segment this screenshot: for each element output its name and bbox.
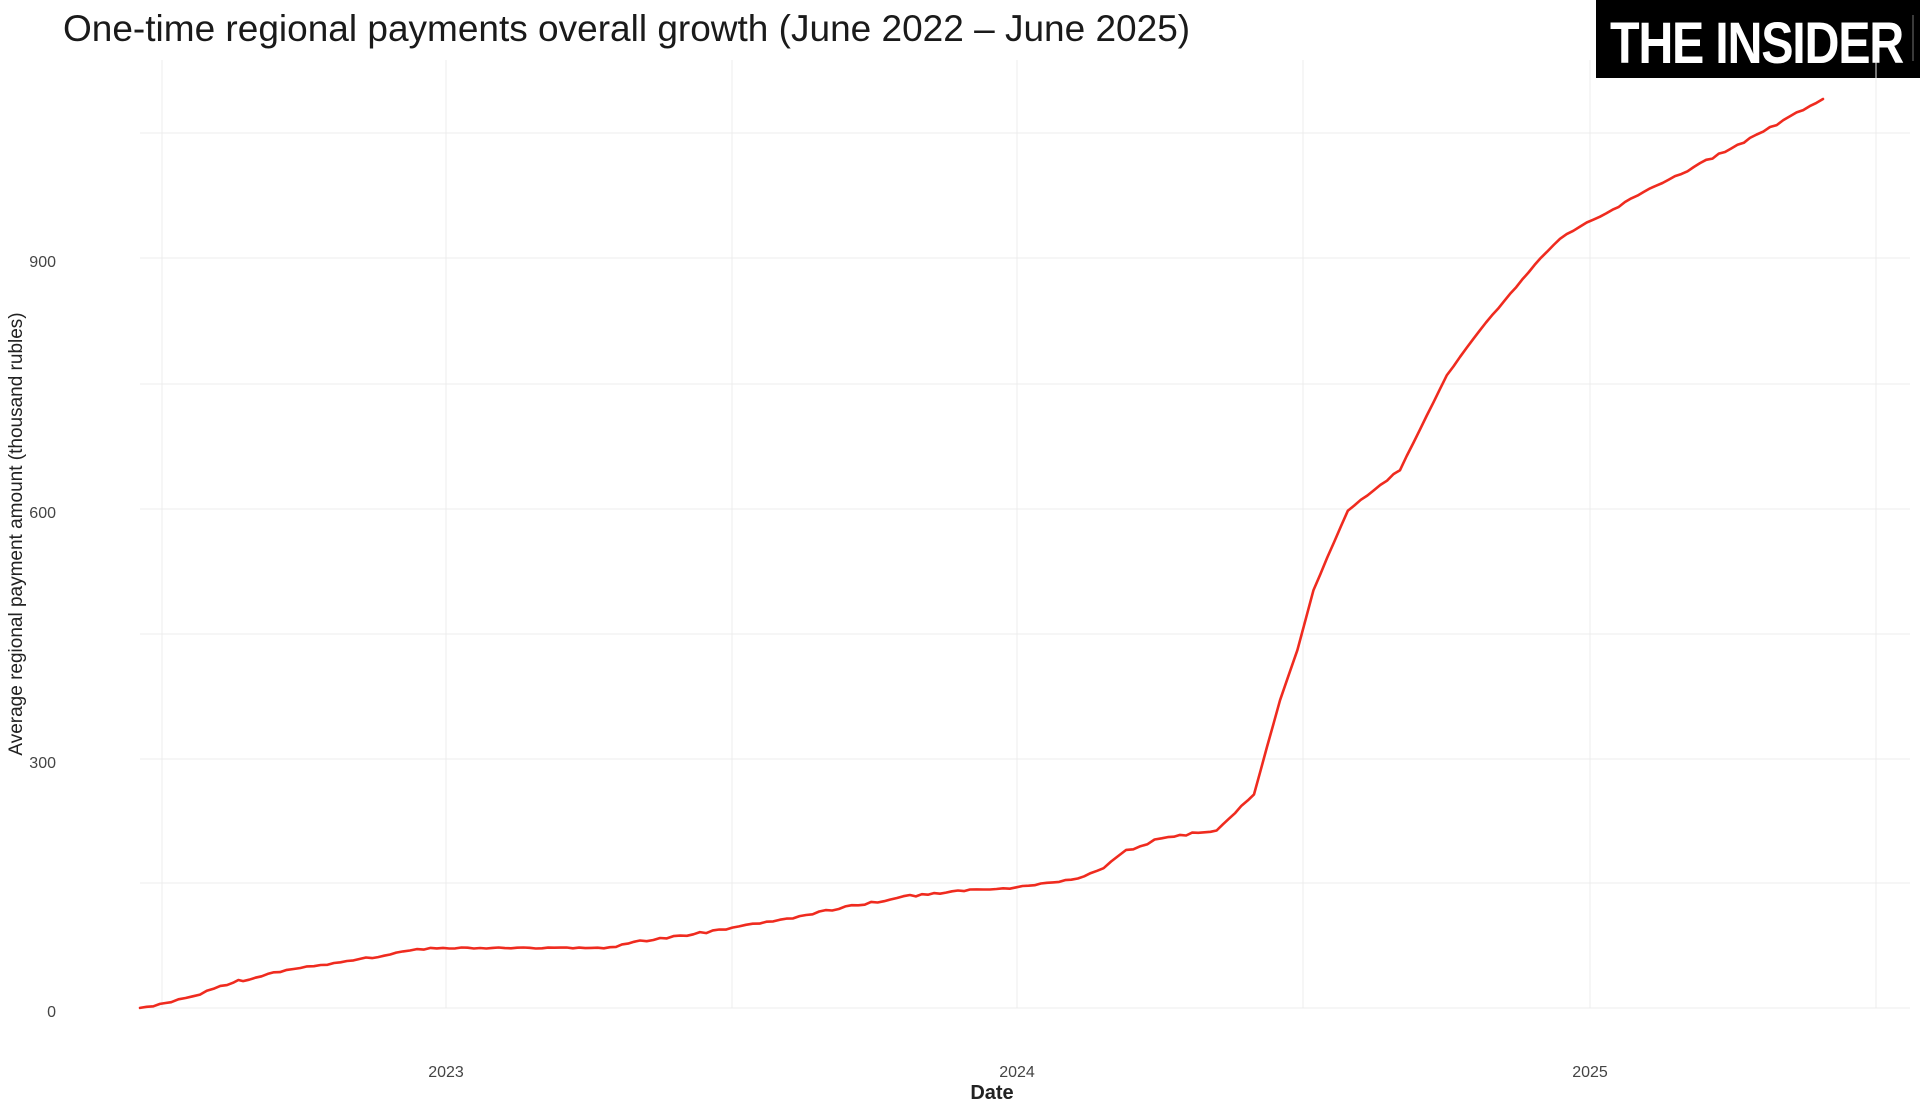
svg-text:2023: 2023 (428, 1064, 464, 1081)
svg-text:Average regional payment amoun: Average regional payment amount (thousan… (6, 312, 27, 755)
svg-text:300: 300 (29, 755, 56, 772)
svg-text:Date: Date (970, 1082, 1013, 1104)
svg-text:0: 0 (47, 1004, 56, 1021)
svg-text:600: 600 (29, 505, 56, 522)
svg-text:900: 900 (29, 254, 56, 271)
svg-text:2025: 2025 (1572, 1064, 1608, 1081)
svg-text:2024: 2024 (999, 1064, 1035, 1081)
